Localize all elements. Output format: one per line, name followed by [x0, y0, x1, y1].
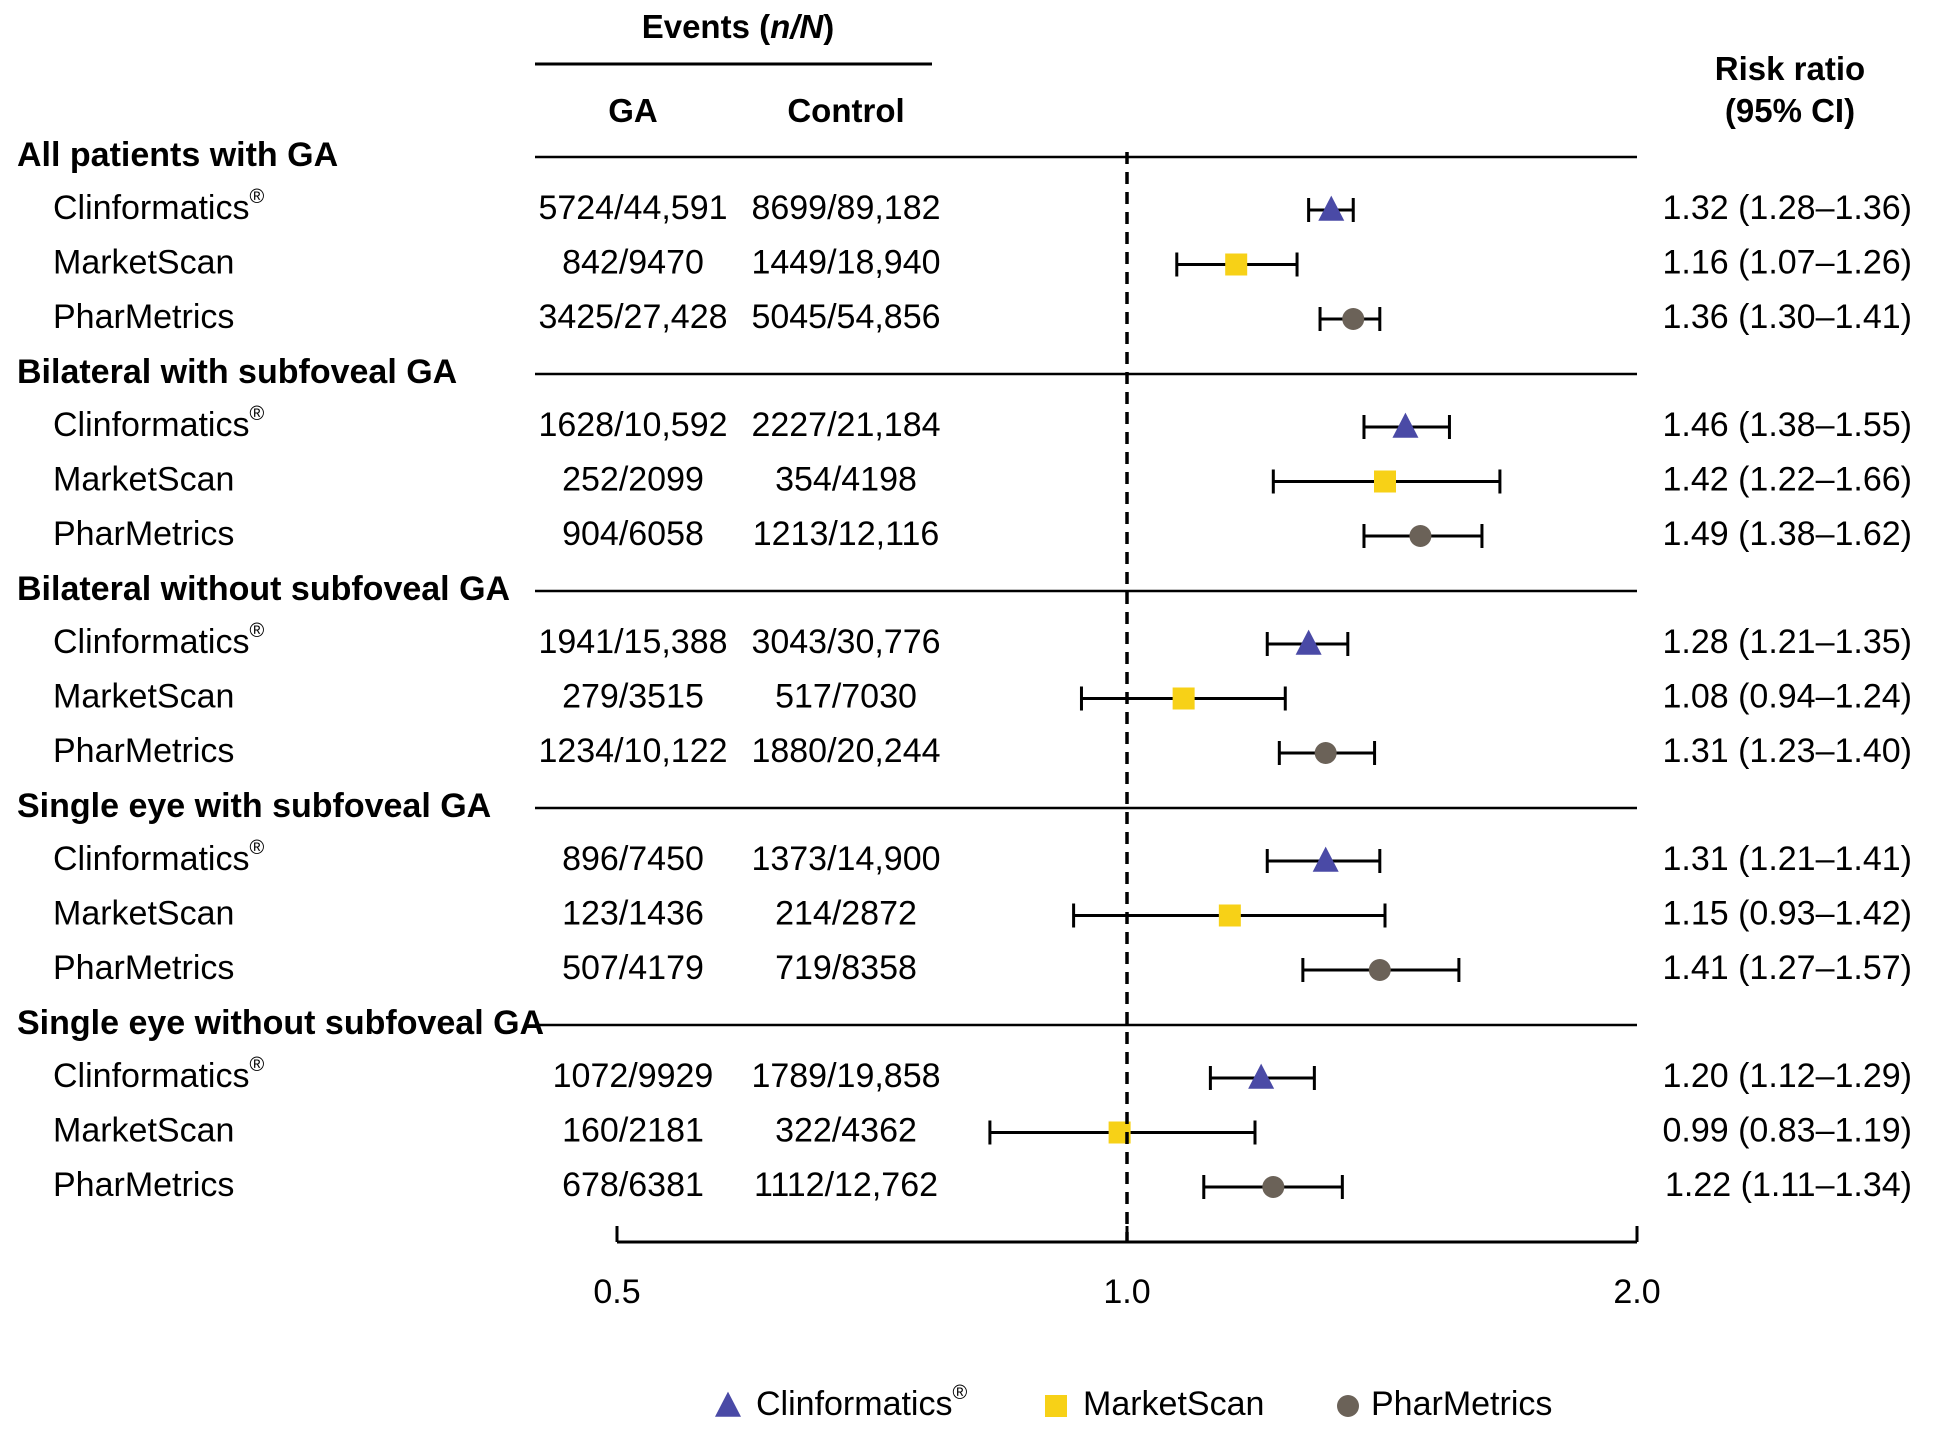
row-source-label: MarketScan: [53, 460, 234, 498]
risk-ratio-value: 0.99 (0.83–1.19): [1662, 1111, 1912, 1149]
group-title: Bilateral without subfoveal GA: [17, 570, 510, 608]
row-source-label: MarketScan: [53, 1111, 234, 1149]
group-title: Single eye with subfoveal GA: [17, 787, 491, 825]
risk-ratio-value: 1.15 (0.93–1.42): [1662, 894, 1912, 932]
risk-ratio-value: 1.31 (1.21–1.41): [1662, 840, 1912, 878]
risk-ratio-value: 1.08 (0.94–1.24): [1662, 677, 1912, 715]
control-events-value: 1789/19,858: [751, 1057, 940, 1095]
control-events-value: 1213/12,116: [753, 515, 940, 553]
ga-events-value: 1234/10,122: [538, 732, 727, 770]
risk-ratio-value: 1.31 (1.23–1.40): [1662, 732, 1912, 770]
row-source-label: PharMetrics: [53, 949, 234, 987]
point-estimate-circle: [1314, 742, 1337, 764]
ga-events-value: 507/4179: [562, 949, 704, 987]
control-events-value: 719/8358: [775, 949, 917, 987]
legend: Clinformatics® MarketScan PharMetrics: [715, 1382, 1552, 1423]
forest-rows: All patients with GA Clinformatics® 5724/4…: [17, 136, 1912, 1204]
ga-events-value: 3425/27,428: [538, 298, 727, 336]
ga-events-value: 1941/15,388: [538, 623, 727, 661]
group-title: All patients with GA: [17, 136, 338, 174]
risk-ratio-value: 1.16 (1.07–1.26): [1662, 243, 1912, 281]
point-estimate-circle: [1368, 959, 1391, 981]
point-estimate-circle: [1409, 525, 1432, 547]
events-header: Events (n/N): [642, 8, 835, 45]
row-source-label: MarketScan: [53, 894, 234, 932]
legend-label: Clinformatics®: [756, 1382, 967, 1423]
row-source-label: Clinformatics®: [53, 620, 264, 661]
risk-ratio-value: 1.46 (1.38–1.55): [1662, 406, 1912, 444]
row-source-label: Clinformatics®: [53, 1054, 264, 1095]
legend-label: PharMetrics: [1371, 1385, 1552, 1423]
group-title: Single eye without subfoveal GA: [17, 1004, 544, 1042]
control-events-value: 1112/12,762: [754, 1166, 938, 1204]
risk-ratio-value: 1.36 (1.30–1.41): [1662, 298, 1912, 336]
control-events-value: 1449/18,940: [751, 243, 940, 281]
risk-ratio-value: 1.28 (1.21–1.35): [1662, 623, 1912, 661]
point-estimate-circle: [1342, 308, 1365, 330]
ga-events-value: 842/9470: [562, 243, 704, 281]
risk-ratio-header: Risk ratio: [1715, 50, 1865, 87]
ga-events-value: 1628/10,592: [538, 406, 727, 444]
point-estimate-square: [1172, 687, 1195, 710]
legend-label: MarketScan: [1083, 1385, 1264, 1423]
risk-ratio-value: 1.32 (1.28–1.36): [1662, 189, 1912, 227]
control-events-value: 8699/89,182: [751, 189, 940, 227]
ga-events-value: 678/6381: [562, 1166, 704, 1204]
ga-events-value: 896/7450: [562, 840, 704, 878]
point-estimate-triangle: [1318, 195, 1345, 221]
x-tick-label: 1.0: [1103, 1273, 1150, 1311]
risk-ratio-value: 1.20 (1.12–1.29): [1662, 1057, 1912, 1095]
risk-ratio-value: 1.22 (1.11–1.34): [1665, 1166, 1912, 1204]
x-axis: 0.5 1.0 2.0: [593, 152, 1661, 1311]
ga-events-value: 904/6058: [562, 515, 704, 553]
point-estimate-triangle: [1392, 412, 1419, 438]
ga-events-value: 252/2099: [562, 460, 704, 498]
control-column-header: Control: [787, 92, 904, 129]
row-source-label: Clinformatics®: [53, 403, 264, 444]
risk-ratio-value: 1.41 (1.27–1.57): [1662, 949, 1912, 987]
control-events-value: 354/4198: [775, 460, 917, 498]
risk-ratio-value: 1.49 (1.38–1.62): [1662, 515, 1912, 553]
point-estimate-square: [1225, 253, 1248, 276]
row-source-label: Clinformatics®: [53, 837, 264, 878]
row-source-label: PharMetrics: [53, 732, 234, 770]
control-events-value: 3043/30,776: [751, 623, 940, 661]
control-events-value: 2227/21,184: [751, 406, 940, 444]
ga-column-header: GA: [608, 92, 658, 129]
point-estimate-square: [1108, 1121, 1131, 1144]
point-estimate-triangle: [1312, 846, 1339, 872]
point-estimate-triangle: [1248, 1063, 1275, 1089]
control-events-value: 214/2872: [775, 894, 917, 932]
control-events-value: 322/4362: [775, 1111, 917, 1149]
point-estimate-square: [1218, 904, 1241, 927]
legend-triangle-icon: [715, 1391, 741, 1417]
group-title: Bilateral with subfoveal GA: [17, 353, 457, 391]
row-source-label: PharMetrics: [53, 515, 234, 553]
ga-events-value: 279/3515: [562, 677, 704, 715]
point-estimate-triangle: [1295, 629, 1322, 655]
row-source-label: MarketScan: [53, 677, 234, 715]
ga-events-value: 123/1436: [562, 894, 704, 932]
ga-events-value: 160/2181: [562, 1111, 704, 1149]
control-events-value: 1880/20,244: [751, 732, 940, 770]
control-events-value: 517/7030: [775, 677, 917, 715]
legend-square-icon: [1045, 1395, 1067, 1417]
row-source-label: PharMetrics: [53, 1166, 234, 1204]
control-events-value: 1373/14,900: [751, 840, 940, 878]
ci-header: (95% CI): [1725, 92, 1855, 129]
control-events-value: 5045/54,856: [751, 298, 940, 336]
row-source-label: Clinformatics®: [53, 186, 264, 227]
ga-events-value: 5724/44,591: [538, 189, 727, 227]
legend-circle-icon: [1337, 1395, 1359, 1417]
x-tick-label: 2.0: [1613, 1273, 1660, 1311]
risk-ratio-value: 1.42 (1.22–1.66): [1662, 460, 1912, 498]
point-estimate-square: [1374, 470, 1397, 493]
x-tick-label: 0.5: [593, 1273, 640, 1311]
row-source-label: MarketScan: [53, 243, 234, 281]
point-estimate-circle: [1262, 1176, 1285, 1198]
row-source-label: PharMetrics: [53, 298, 234, 336]
ga-events-value: 1072/9929: [553, 1057, 714, 1095]
